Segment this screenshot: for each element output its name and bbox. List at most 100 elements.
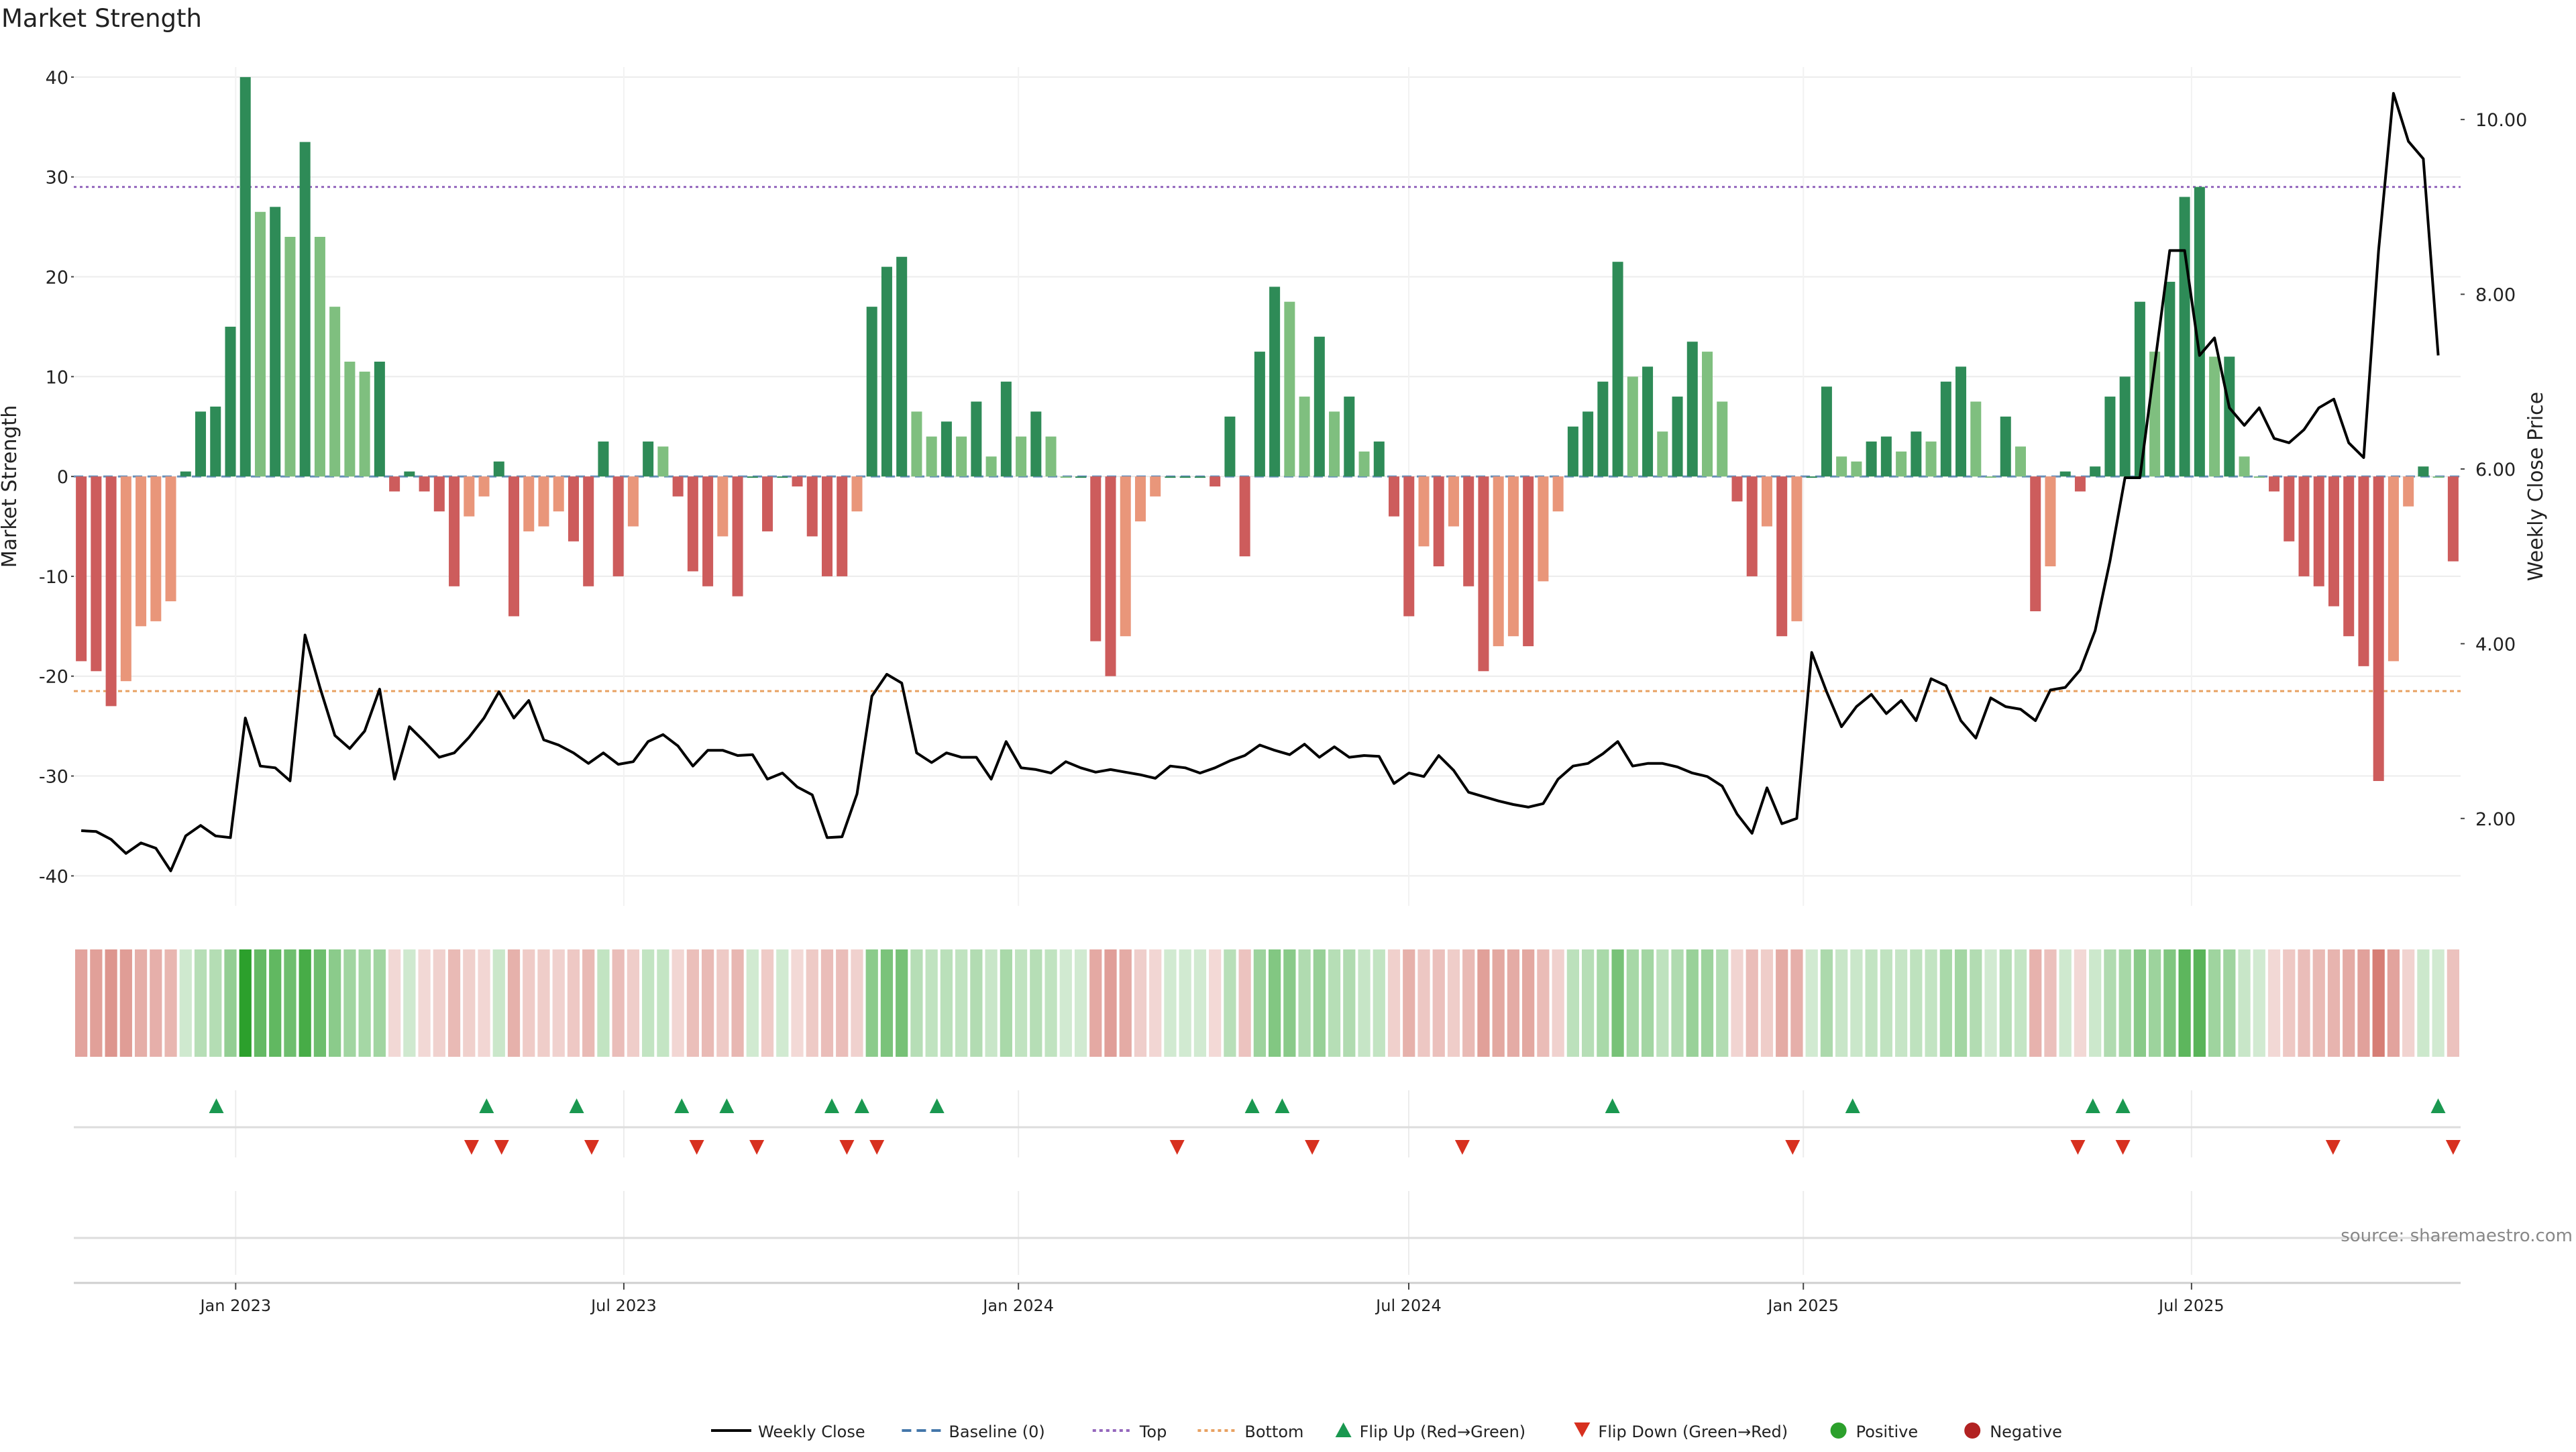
strength-bar xyxy=(568,476,579,541)
heat-cell xyxy=(1597,949,1609,1057)
heat-cell xyxy=(313,949,327,1057)
heat-cell xyxy=(463,949,476,1057)
y2-tick-label: 2.00 xyxy=(2475,809,2516,830)
heat-cell xyxy=(2074,949,2087,1057)
flip-up-marker xyxy=(569,1098,584,1113)
strength-bar xyxy=(1627,376,1638,477)
flip-up-marker xyxy=(1275,1098,1290,1113)
strength-bar xyxy=(2164,281,2176,477)
heat-cell xyxy=(642,949,655,1057)
heat-cell xyxy=(2059,949,2072,1057)
strength-bar xyxy=(1403,476,1415,617)
strength-bar xyxy=(1210,476,1221,486)
strength-bar xyxy=(344,361,356,477)
heat-cell xyxy=(776,949,789,1057)
strength-bar xyxy=(1985,476,1996,478)
heat-cell xyxy=(2402,949,2415,1057)
heat-cell xyxy=(507,949,521,1057)
strength-bar xyxy=(1911,431,1922,477)
heat-cell xyxy=(1984,949,1997,1057)
strength-bar xyxy=(1075,476,1087,478)
heat-cell xyxy=(1925,949,1937,1057)
heat-cell xyxy=(1626,949,1639,1057)
heat-cell xyxy=(2044,949,2057,1057)
heat-cell xyxy=(2283,949,2296,1057)
axes-layer: 40 30 20 10 0 -10 -20 -30 -40 10.00 8.00 6.00 4.00 2.… xyxy=(0,68,2548,887)
flip-down-marker xyxy=(584,1140,599,1155)
heat-cell xyxy=(985,949,998,1057)
strength-bars xyxy=(76,76,2459,781)
strength-bar xyxy=(702,476,714,586)
heat-cell xyxy=(1522,949,1535,1057)
strength-bar xyxy=(419,476,430,492)
strength-bar xyxy=(1254,352,1265,477)
y2-axis-label: Weekly Close Price xyxy=(2524,392,2548,581)
heat-cell xyxy=(1939,949,1952,1057)
strength-bar xyxy=(493,461,504,477)
heat-cell xyxy=(1238,949,1251,1057)
strength-bar xyxy=(2104,397,2116,477)
strength-bar xyxy=(896,256,908,477)
x-tick-label: Jan 2023 xyxy=(199,1296,271,1315)
heat-cell xyxy=(2178,949,2191,1057)
strength-bar xyxy=(508,476,520,617)
heat-cell xyxy=(1611,949,1624,1057)
strength-bar xyxy=(762,476,773,531)
heat-cell xyxy=(2343,949,2355,1057)
strength-bar xyxy=(1016,436,1027,477)
strength-bar xyxy=(732,476,743,597)
heat-cell xyxy=(955,949,968,1057)
strength-bar xyxy=(941,421,952,477)
heat-cell xyxy=(1209,949,1222,1057)
y-tick-label: 10 xyxy=(46,367,68,388)
legend-label: Bottom xyxy=(1244,1422,1303,1441)
heat-cell xyxy=(1074,949,1087,1057)
heat-cell xyxy=(1104,949,1117,1057)
strength-bar xyxy=(449,476,460,586)
strength-bar xyxy=(1224,416,1236,477)
legend-item: Flip Down (Green→Red) xyxy=(1574,1422,1788,1441)
strength-bar xyxy=(210,406,221,477)
heat-cell xyxy=(1805,949,1818,1057)
heat-cell xyxy=(105,949,117,1057)
strength-bar xyxy=(1597,381,1609,477)
strength-bar xyxy=(2432,476,2444,478)
strength-bar xyxy=(1269,287,1281,477)
x-tick-label: Jan 2024 xyxy=(981,1296,1054,1315)
strength-bar xyxy=(478,476,490,497)
heat-cell xyxy=(1850,949,1863,1057)
heat-cell xyxy=(1014,949,1028,1057)
strength-bar xyxy=(1478,476,1489,672)
strength-bar xyxy=(2194,187,2205,477)
heat-cell xyxy=(2447,949,2459,1057)
legend-label: Positive xyxy=(1856,1422,1919,1441)
strength-bar xyxy=(2030,476,2041,612)
heat-cell xyxy=(1776,949,1788,1057)
strength-bar xyxy=(1134,476,1146,522)
heat-cell xyxy=(1403,949,1415,1057)
strength-bar xyxy=(926,436,937,477)
strength-bar xyxy=(1030,411,1042,477)
y-tick-label: 20 xyxy=(46,268,68,289)
heat-cell xyxy=(552,949,565,1057)
strength-bar xyxy=(2239,456,2250,477)
heat-cell xyxy=(1343,949,1356,1057)
heat-cell xyxy=(1089,949,1102,1057)
strength-bar xyxy=(1791,476,1803,621)
heat-cell xyxy=(1820,949,1833,1057)
strength-bar xyxy=(2343,476,2355,637)
legend-label: Weekly Close xyxy=(758,1422,865,1441)
x-tick-label: Jan 2025 xyxy=(1766,1296,1839,1315)
strength-bar xyxy=(1538,476,1549,582)
heat-cell xyxy=(537,949,550,1057)
strength-bar xyxy=(1299,397,1310,477)
flip-down-marker xyxy=(2445,1140,2461,1155)
heat-cell xyxy=(1373,949,1385,1057)
heat-cell xyxy=(1671,949,1684,1057)
strength-bar xyxy=(2373,476,2384,781)
strength-bar xyxy=(433,476,445,512)
heat-cell xyxy=(1970,949,1982,1057)
strength-bar xyxy=(1836,456,1847,477)
heat-cell xyxy=(2118,949,2131,1057)
heat-cell xyxy=(582,949,595,1057)
